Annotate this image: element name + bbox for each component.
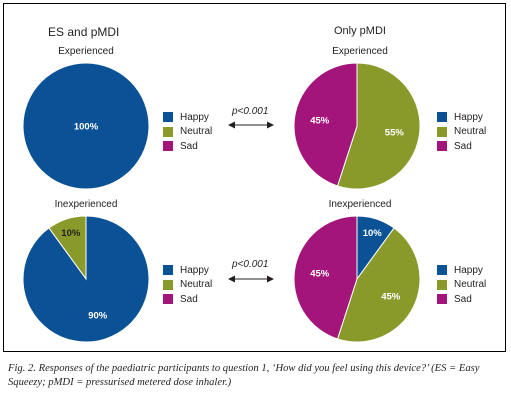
pie-label-sad: 45%	[310, 116, 330, 127]
legend-label-sad: Sad	[180, 293, 198, 305]
legend-label-neutral: Neutral	[180, 126, 213, 138]
legend-swatch-neutral	[437, 126, 447, 137]
pie-label-neutral: 45%	[381, 292, 401, 303]
pie-slice-sad	[293, 62, 358, 187]
legend-item-happy: Happy	[163, 110, 212, 125]
pie-label-happy: 10%	[363, 228, 383, 239]
legend-item-sad: Sad	[163, 292, 212, 307]
pie-title-bottom-right: Inexperienced	[328, 199, 392, 210]
pie-slice-sad	[293, 215, 358, 340]
p-value-top: p<0.001	[232, 106, 269, 117]
legend-swatch-sad	[437, 294, 447, 305]
pie-label-sad: 45%	[310, 269, 330, 280]
p-value-bottom: p<0.001	[232, 259, 269, 270]
pie-slice-neutral	[336, 62, 421, 190]
legend-swatch-happy	[437, 265, 447, 276]
pie-label-happy: 100%	[74, 122, 99, 133]
legend-label-neutral: Neutral	[454, 126, 487, 138]
legend-mid-left: Happy Neutral Sad	[163, 110, 212, 154]
legend-label-neutral: Neutral	[454, 279, 487, 291]
legend-item-sad: Sad	[163, 139, 212, 154]
group-title-right: Only pMDI	[334, 25, 386, 37]
legend-item-happy: Happy	[437, 263, 486, 278]
figure-caption: Fig. 2. Responses of the paediatric part…	[8, 363, 480, 388]
legend-item-neutral: Neutral	[163, 125, 212, 140]
legend-label-sad: Sad	[454, 293, 472, 305]
legend-item-happy: Happy	[437, 110, 486, 125]
legend-item-neutral: Neutral	[163, 278, 212, 293]
legend-label-happy: Happy	[454, 264, 483, 276]
pie-pmdi-experienced: 55% 45%	[293, 62, 421, 190]
legend-item-neutral: Neutral	[437, 278, 486, 293]
pie-title-top-left: Experienced	[58, 46, 114, 57]
figure-frame	[3, 3, 506, 352]
legend-swatch-sad	[163, 141, 173, 152]
legend-swatch-sad	[437, 141, 447, 152]
legend-label-happy: Happy	[180, 111, 209, 123]
legend-swatch-neutral	[163, 126, 173, 137]
legend-mid-left-bottom: Happy Neutral Sad	[163, 263, 212, 307]
legend-swatch-neutral	[437, 279, 447, 290]
legend-item-sad: Sad	[437, 292, 486, 307]
pie-slice-neutral	[336, 227, 421, 343]
pie-slice-happy	[22, 215, 150, 343]
legend-swatch-sad	[163, 294, 173, 305]
legend-right-bottom: Happy Neutral Sad	[437, 263, 486, 307]
pie-label-neutral: 55%	[385, 127, 405, 138]
pie-slice-happy	[22, 62, 150, 190]
legend-label-happy: Happy	[180, 264, 209, 276]
legend-label-sad: Sad	[180, 140, 198, 152]
pie-title-bottom-left: Inexperienced	[54, 199, 118, 210]
legend-swatch-happy	[163, 112, 173, 123]
group-title-left: ES and pMDI	[48, 25, 120, 39]
legend-label-sad: Sad	[454, 140, 472, 152]
legend-swatch-neutral	[163, 279, 173, 290]
legend-swatch-happy	[437, 112, 447, 123]
legend-right-top: Happy Neutral Sad	[437, 110, 486, 154]
pie-label-neutral: 10%	[61, 228, 81, 239]
comparison-arrow-top	[228, 121, 274, 129]
pie-label-happy: 90%	[88, 310, 108, 321]
legend-label-happy: Happy	[454, 111, 483, 123]
pie-es-experienced: 100%	[22, 62, 150, 190]
pie-title-top-right: Experienced	[332, 46, 388, 57]
pie-pmdi-inexperienced: 10% 45% 45%	[293, 215, 421, 343]
legend-item-neutral: Neutral	[437, 125, 486, 140]
legend-swatch-happy	[163, 265, 173, 276]
comparison-arrow-bottom	[228, 275, 274, 283]
legend-item-happy: Happy	[163, 263, 212, 278]
legend-item-sad: Sad	[437, 139, 486, 154]
legend-label-neutral: Neutral	[180, 279, 213, 291]
pie-es-inexperienced: 10% 90%	[22, 215, 150, 343]
